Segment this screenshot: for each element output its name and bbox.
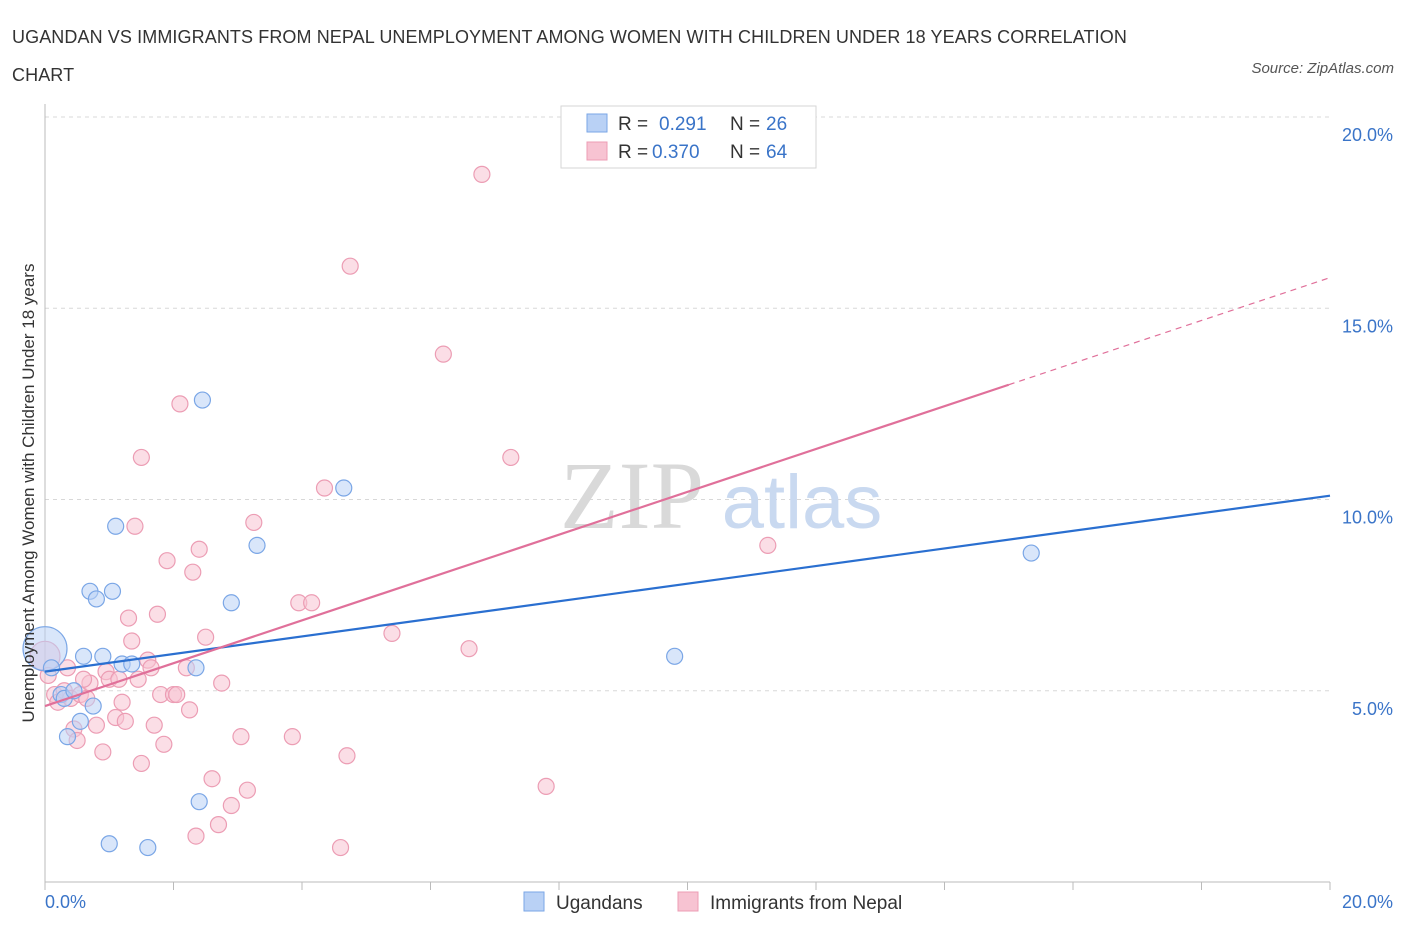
nepal-point-47 [245,513,263,532]
nepal-point-42 [209,816,228,834]
nepal-point-48 [283,728,301,746]
legend-bottom-label-nepal: Immigrants from Nepal [710,893,902,914]
x-tick-label-1: 20.0% [1342,892,1393,912]
source-credit: Source: ZipAtlas.com [1251,60,1394,77]
nepal-point-21 [126,517,144,535]
nepal-point-44 [222,796,240,815]
nepal-point-31 [158,552,176,570]
nepal-point-39 [190,540,208,558]
nepal-point-53 [338,747,356,765]
legend-swatch-pink [586,141,608,161]
legend-r-label-1: R = [618,114,648,135]
ugandans-point-25 [1022,544,1040,562]
y-tick-label-0: 5.0% [1352,699,1393,719]
nepal-point-60 [537,777,555,795]
ugandans-point-10 [84,697,102,715]
legend-swatch-blue [586,113,608,133]
nepal-point-51 [315,479,334,497]
nepal-point-46 [238,781,256,799]
ugandans-point-20 [193,391,212,409]
legend-top: R = 0.291 N = 26 R = 0.370 N = 64 [560,105,817,169]
ugandans-point-7 [74,647,93,665]
nepal-point-63 [74,670,93,688]
nepal-point-38 [187,827,205,845]
nepal-point-52 [331,838,350,857]
nepal-point-36 [180,701,199,719]
nepal-point-59 [502,448,520,467]
legend-r-value-1: 0.291 [659,114,707,135]
ugandans-point-19 [190,793,208,811]
nepal-point-41 [203,770,221,788]
x-tick-label-0: 0.0% [45,892,86,912]
y-axis-title: Unemployment Among Women with Children U… [19,264,38,723]
legend-r-value-2: 0.370 [652,142,700,163]
nepal-point-30 [155,735,173,753]
nepal-point-12 [94,743,112,761]
nepal-point-61 [759,536,777,555]
ugandans-point-23 [335,479,353,497]
nepal-point-45 [232,728,250,746]
legend-bottom: Ugandans Immigrants from Nepal [523,891,902,914]
watermark-atlas: atlas [722,460,883,545]
trend-line-nepal-extension [1008,277,1331,386]
legend-bottom-swatch-nepal [677,891,699,912]
ugandans-point-22 [248,536,266,555]
legend-n-value-2: 64 [766,142,788,163]
nepal-point-56 [434,345,452,363]
nepal-point-37 [184,563,202,581]
nepal-point-33 [168,685,186,704]
ugandans-point-6 [58,728,77,746]
legend-bottom-label-ugandans: Ugandans [556,893,643,914]
nepal-point-28 [148,605,167,623]
ugandans-point-18 [187,659,205,677]
trend-line-nepal [44,383,1010,708]
nepal-point-11 [87,716,106,734]
nepal-point-58 [473,165,491,183]
ugandans-point-21 [222,594,240,612]
axes [44,104,1331,890]
legend-n-value-1: 26 [766,114,787,135]
y-tick-label-2: 15.0% [1342,316,1393,336]
chart-title: UGANDAN VS IMMIGRANTS FROM NEPAL UNEMPLO… [12,27,1127,85]
y-tick-label-3: 20.0% [1342,125,1393,145]
watermark: ZIP atlas [560,442,882,549]
nepal-point-19 [119,609,138,627]
legend-n-label-1: N = [730,114,760,135]
nepal-point-17 [113,693,131,711]
nepal-point-40 [197,628,215,646]
series-ugandans-points [22,391,1040,857]
ugandans-point-1 [42,659,61,677]
nepal-point-43 [213,674,231,692]
nepal-point-55 [383,624,401,642]
nepal-point-34 [171,395,189,413]
ugandans-point-24 [666,647,684,665]
ugandans-point-5 [71,712,89,730]
watermark-zip: ZIP [560,442,704,549]
nepal-point-54 [341,257,359,275]
trend-line-ugandans [44,494,1331,673]
tick-labels: 5.0% 10.0% 15.0% 20.0% 0.0% 20.0% [45,125,1393,912]
ugandans-point-12 [103,582,122,600]
trend-lines [44,277,1331,708]
legend-bottom-swatch-ugandans [523,891,545,912]
nepal-point-50 [303,594,321,612]
nepal-point-24 [132,448,150,467]
nepal-point-57 [460,640,478,658]
legend-n-label-2: N = [730,142,760,163]
nepal-point-20 [123,632,141,650]
ugandans-point-16 [100,835,118,853]
y-tick-label-1: 10.0% [1342,508,1393,528]
nepal-point-27 [145,716,163,734]
nepal-point-23 [132,754,150,773]
ugandans-point-9 [87,590,106,608]
legend-r-label-2: R = [618,142,648,163]
ugandans-point-13 [107,517,125,535]
ugandans-point-17 [139,838,157,857]
nepal-point-18 [116,712,134,730]
